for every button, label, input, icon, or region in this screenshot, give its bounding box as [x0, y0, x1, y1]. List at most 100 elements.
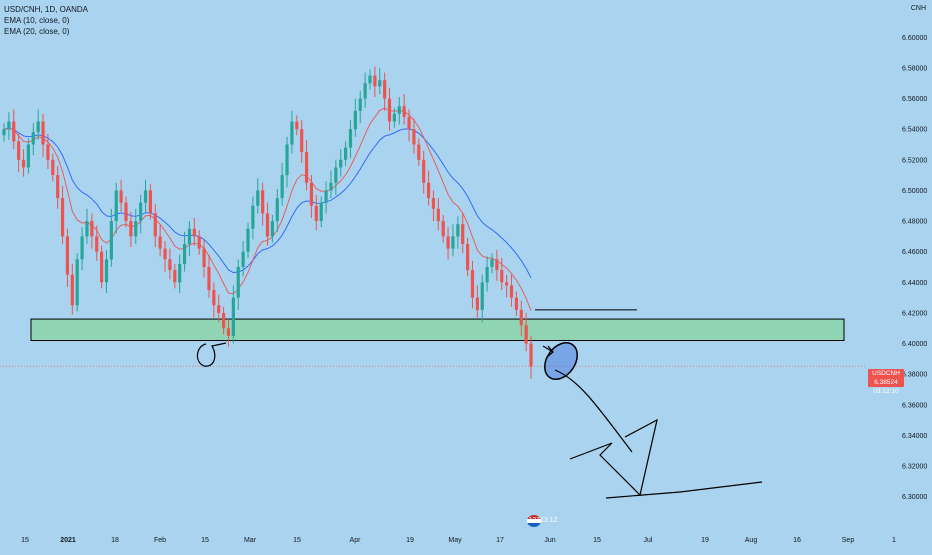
- candle-body: [265, 213, 270, 237]
- candle-body: [85, 221, 89, 237]
- y-tick-label: 6.46000: [902, 249, 927, 256]
- candle-body: [441, 221, 445, 237]
- x-tick-label: Mar: [244, 537, 257, 544]
- x-tick-label: 17: [496, 537, 504, 544]
- x-tick-label: Jul: [644, 537, 653, 544]
- candle-body: [519, 309, 523, 326]
- y-tick-label: 6.54000: [902, 127, 927, 134]
- candle-body: [12, 121, 16, 142]
- y-tick-label: 6.44000: [902, 280, 927, 287]
- candle-body: [129, 221, 133, 237]
- x-tick-label: Apr: [350, 537, 362, 544]
- candle-body: [412, 129, 416, 145]
- candle-body: [422, 159, 426, 183]
- candle-body: [480, 282, 484, 310]
- y-tick-label: 6.30000: [902, 494, 927, 501]
- y-tick-label: 6.42000: [902, 310, 927, 317]
- candle-body: [65, 236, 70, 275]
- candle-body: [285, 144, 289, 176]
- candle-body: [275, 198, 279, 222]
- candle-body: [495, 259, 499, 271]
- candle-body: [436, 208, 440, 222]
- legend-symbol[interactable]: USD/CNH, 1D, OANDA: [4, 5, 89, 14]
- candle-body: [319, 202, 323, 222]
- candle-body: [236, 267, 240, 298]
- candle-body: [26, 144, 30, 168]
- y-axis: 6.60000 6.58000 6.56000 6.54000 6.52000 6.500…: [902, 35, 927, 501]
- candle-body: [334, 167, 338, 183]
- candle-body: [256, 190, 260, 206]
- x-tick-label: 1: [892, 537, 896, 544]
- candle-body: [148, 190, 152, 214]
- price-tag-symbol: USDCNH: [872, 370, 900, 377]
- chart-legend: USD/CNH, 1D, OANDA EMA (10, close, 0) EM…: [4, 4, 88, 37]
- candle-body: [168, 259, 172, 271]
- x-tick-label: 19: [406, 537, 414, 544]
- x-tick-label: 15: [593, 537, 601, 544]
- candle-body: [95, 236, 99, 252]
- candle-body: [217, 305, 221, 313]
- candle-body: [529, 343, 533, 367]
- candle-body: [124, 202, 128, 222]
- candle-body: [500, 270, 504, 283]
- candle-body: [17, 141, 21, 160]
- candle-body: [226, 328, 231, 336]
- candle-body: [251, 205, 255, 229]
- candle-body: [75, 259, 79, 306]
- legend-ema10[interactable]: EMA (10, close, 0): [4, 16, 70, 25]
- x-tick-label: Feb: [154, 537, 166, 544]
- candle-body: [373, 75, 377, 87]
- candle-body: [41, 121, 45, 145]
- candle-body: [231, 297, 235, 336]
- candle-body: [295, 121, 299, 130]
- drawings: [0, 309, 866, 499]
- support-zone: [30, 318, 845, 341]
- x-axis: 15 2021 18 Feb 15 Mar 15 Apr 19 May 17 Jun 15 Jul 19 Au…: [21, 537, 896, 544]
- y-tick-label: 6.40000: [902, 341, 927, 348]
- candle-body: [426, 182, 431, 199]
- candle-body: [139, 202, 143, 222]
- y-tick-label: 6.50000: [902, 188, 927, 195]
- candle-body: [490, 259, 494, 267]
- candle-body: [514, 297, 518, 310]
- candle-body: [358, 98, 362, 111]
- candle-body: [383, 80, 387, 99]
- candle-body: [163, 248, 167, 260]
- candle-body: [36, 121, 40, 133]
- circle-annotation-left: [196, 342, 227, 367]
- candle-body: [461, 224, 465, 245]
- candle-body: [407, 116, 411, 130]
- candle-body: [524, 325, 528, 344]
- candle-body: [187, 228, 192, 245]
- candle-body: [46, 144, 50, 160]
- candle-body: [304, 152, 309, 183]
- x-tick-label: Sep: [842, 537, 855, 544]
- candle-body: [344, 147, 348, 160]
- watermark: 12713 12: [528, 517, 558, 524]
- candle-body: [158, 236, 162, 249]
- candle-body: [109, 221, 113, 260]
- candle-body: [51, 159, 55, 176]
- y-tick-label: 6.56000: [902, 96, 927, 103]
- candle-body: [353, 110, 357, 130]
- candle-body: [246, 228, 250, 252]
- candle-body: [280, 175, 284, 199]
- candle-body: [348, 129, 353, 148]
- candle-body: [300, 129, 304, 153]
- candle-body: [100, 251, 104, 283]
- candle-body: [451, 236, 455, 249]
- candle-body: [222, 312, 226, 329]
- candle-body: [329, 182, 333, 191]
- y-tick-label: 6.48000: [902, 219, 927, 226]
- candle-body: [104, 259, 109, 283]
- candle-body: [363, 83, 367, 99]
- legend-ema20[interactable]: EMA (20, close, 0): [4, 27, 70, 36]
- candle-body: [387, 98, 392, 122]
- candle-body: [197, 236, 201, 249]
- x-tick-label: 16: [793, 537, 801, 544]
- support-zone-rect: [30, 318, 845, 341]
- candle-body: [143, 190, 148, 203]
- candle-body: [192, 228, 196, 237]
